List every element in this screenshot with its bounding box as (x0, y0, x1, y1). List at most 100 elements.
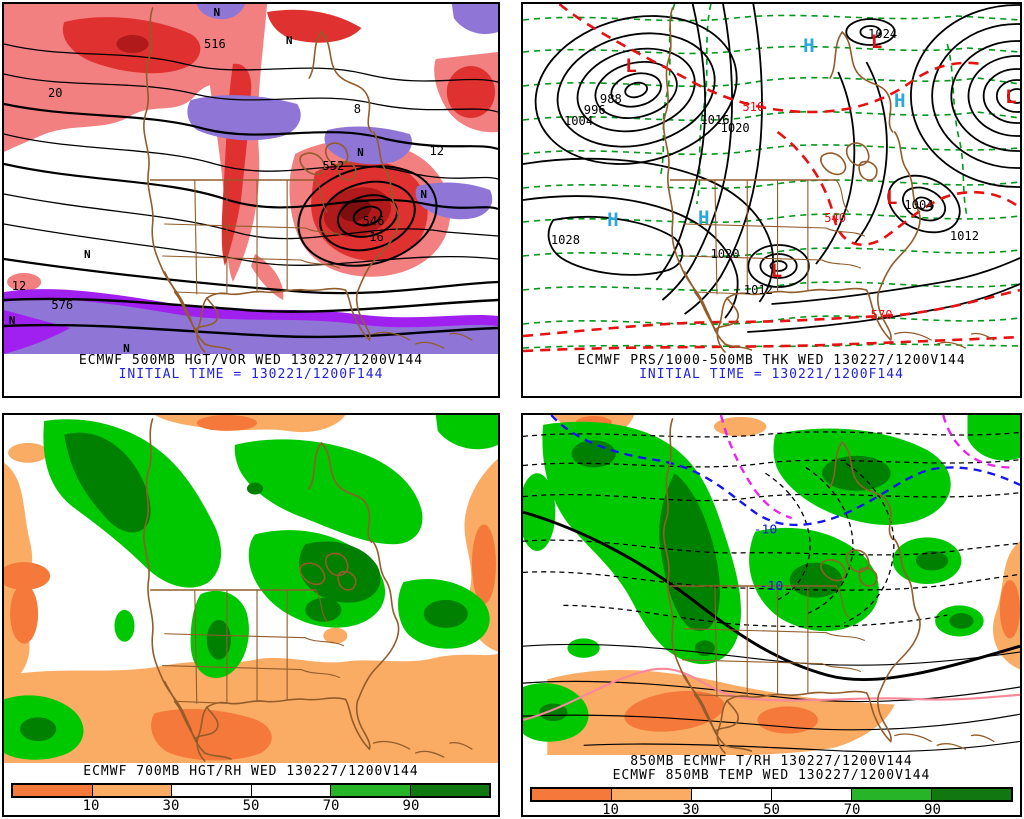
tick-70: 70 (322, 798, 340, 814)
colorbar-seg-5 (330, 785, 410, 796)
neg-vort-n: N (9, 314, 16, 327)
caption-850mb-temp: ECMWF 850MB TEMP WED 130227/1200V144 (612, 768, 931, 783)
rh-colorbar-700: 10 30 50 70 90 (11, 783, 491, 814)
colorbar-seg-3 (691, 789, 771, 800)
low-symbol: L (871, 30, 883, 53)
tick-30: 30 (682, 802, 700, 818)
panel-700mb-rh: ECMWF 700MB HGT/RH WED 130227/1200V144 1… (2, 413, 500, 817)
negative-vorticity-shading (4, 4, 498, 354)
low-symbol: L (771, 259, 783, 282)
moist-shading (4, 415, 498, 760)
high-symbol: H (803, 34, 815, 57)
neg-vort-n: N (286, 34, 293, 47)
positive-vorticity-shading (4, 4, 498, 300)
map-500mb-hgt-vor: 516 552 546 576 8 12 16 20 12 N N N N N … (4, 4, 498, 354)
colorbar-seg-1 (13, 785, 92, 796)
pressure-label: 1028 (551, 233, 580, 247)
map-700mb-rh (4, 415, 498, 763)
temp-label-minus10: -10 (760, 579, 784, 594)
caption-500mb-init-time: INITIAL TIME = 130221/1200F144 (118, 367, 384, 382)
pressure-label: 1020 (710, 247, 739, 261)
isotherm-minus10-line (550, 415, 1020, 527)
map-prs-thk: 988 996 1004 1016 1020 1028 1020 1012 10… (523, 4, 1020, 353)
colorbar-seg-3 (171, 785, 251, 796)
contour-label-516: 516 (204, 37, 226, 51)
dry-shading (4, 415, 498, 763)
neg-vort-n: N (420, 188, 427, 201)
tick-10: 10 (82, 798, 100, 814)
isotherm-pink-line (523, 667, 1020, 722)
high-symbol: H (894, 89, 906, 112)
thickness-labels: 510 540 570 (742, 100, 892, 322)
neg-vort-n: N (123, 342, 130, 354)
pressure-label: 988 (600, 92, 622, 106)
pressure-label: 1004 (904, 198, 933, 212)
pressure-label: 1016 (700, 113, 729, 127)
caption-850mb-trh: 850MB ECMWF T/RH 130227/1200V144 (630, 754, 913, 769)
isotherm-magenta-lines (719, 415, 1012, 520)
colorbar-seg-5 (851, 789, 931, 800)
neg-vort-n: N (357, 146, 364, 159)
tick-90: 90 (924, 802, 941, 818)
tick-50: 50 (763, 802, 780, 818)
contour-label-552: 552 (322, 159, 344, 173)
pressure-label: 1012 (950, 229, 979, 243)
panel-500mb-hgt-vor: 516 552 546 576 8 12 16 20 12 N N N N N … (2, 2, 500, 398)
contour-labels: 516 552 546 576 8 12 16 20 12 (12, 37, 444, 312)
panel-850mb-t-rh: -10 -10 850MB ECMWF T/RH 130227/1200V144… (521, 413, 1022, 818)
caption-700mb: ECMWF 700MB HGT/RH WED 130227/1200V144 (83, 764, 419, 779)
rh-colorbar-850: 10 30 50 70 90 (530, 787, 1013, 818)
tick-50: 50 (242, 798, 260, 814)
pressure-label: 1004 (564, 114, 593, 128)
contour-label-576: 576 (51, 298, 73, 312)
vort-label-8: 8 (354, 102, 361, 116)
colorbar-segments (530, 787, 1013, 802)
colorbar-seg-4 (250, 785, 330, 796)
pressure-label: 1020 (721, 121, 750, 135)
temp-label-minus10: -10 (754, 523, 778, 538)
vort-label-20: 20 (48, 86, 62, 100)
isotherm-zero-line (523, 510, 1020, 682)
height-contours (4, 43, 498, 339)
caption-thk-init-time: INITIAL TIME = 130221/1200F144 (639, 367, 904, 382)
colorbar-seg-2 (91, 785, 171, 796)
low-symbol: L (886, 186, 898, 209)
colorbar-seg-6 (931, 789, 1011, 800)
colorbar-ticks: 10 30 50 70 90 (11, 798, 491, 814)
isobar-contours (523, 4, 1020, 333)
high-symbol: H (607, 208, 619, 231)
tick-30: 30 (162, 798, 180, 814)
tick-10: 10 (602, 802, 619, 818)
pressure-label: 996 (584, 103, 606, 117)
pressure-labels: 988 996 1004 1016 1020 1028 1020 1012 10… (551, 27, 979, 297)
vort-label-12b: 12 (12, 279, 26, 293)
colorbar-seg-1 (532, 789, 611, 800)
tick-90: 90 (402, 798, 420, 814)
neg-vort-n: N (214, 6, 221, 19)
colorbar-seg-4 (771, 789, 851, 800)
pressure-label: 1012 (744, 283, 773, 297)
thickness-label-540: 540 (824, 211, 846, 225)
caption-500mb: ECMWF 500MB HGT/VOR WED 130227/1200V144 (78, 353, 424, 368)
colorbar-segments (11, 783, 491, 798)
moist-shading (523, 415, 1020, 742)
map-850mb-t-rh: -10 -10 (523, 415, 1020, 755)
neg-vort-n: N (84, 248, 91, 261)
temp-labels: -10 -10 (754, 523, 784, 594)
high-symbol: H (698, 206, 710, 229)
panel-prs-thk: 988 996 1004 1016 1020 1028 1020 1012 10… (521, 2, 1022, 398)
low-symbol: L (625, 54, 637, 77)
tick-70: 70 (843, 802, 861, 818)
thickness-label-570: 570 (871, 308, 893, 322)
isotherms-negative (523, 431, 1020, 628)
low-symbol: L (1005, 85, 1017, 108)
pressure-label: 1024 (868, 27, 897, 41)
colorbar-seg-6 (409, 785, 489, 796)
caption-thk: ECMWF PRS/1000-500MB THK WED 130227/1200… (577, 353, 966, 368)
neg-vort-symbols: N N N N N N N (9, 6, 427, 354)
high-low-symbols: H H H H L L L L L (607, 30, 1017, 282)
colorbar-ticks: 10 30 50 70 90 (530, 802, 1013, 818)
vort-label-16: 16 (369, 230, 383, 244)
thickness-label-510: 510 (742, 100, 764, 114)
